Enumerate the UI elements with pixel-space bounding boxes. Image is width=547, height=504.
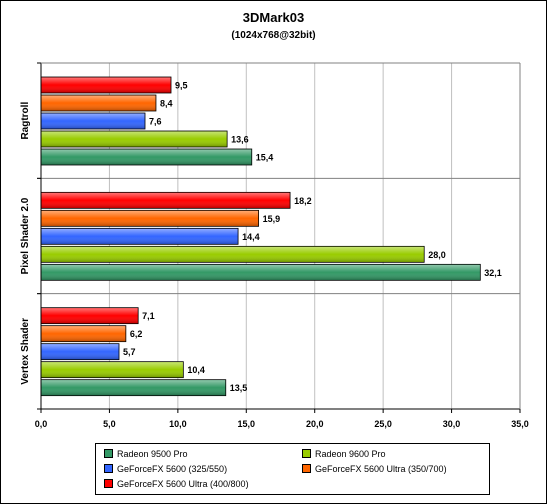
data-label: 32,1 xyxy=(484,268,502,278)
bar-shading xyxy=(41,192,290,208)
bar-shading xyxy=(41,210,259,226)
x-tick-label: 25,0 xyxy=(374,419,392,429)
bar-shading xyxy=(41,246,424,262)
legend-item: GeForceFX 5600 (325/550) xyxy=(104,463,227,475)
bar-shading xyxy=(41,344,119,360)
category-label: Pixel Shader 2.0 xyxy=(20,197,31,274)
bar-shading xyxy=(41,326,126,342)
data-label: 5,7 xyxy=(123,347,136,357)
legend-item: GeForceFX 5600 Ultra (350/700) xyxy=(302,463,447,475)
data-label: 15,9 xyxy=(263,214,281,224)
legend: Radeon 9500 Pro Radeon 9600 Pro GeForceF… xyxy=(95,443,490,495)
legend-label: GeForceFX 5600 (325/550) xyxy=(117,464,228,474)
data-label: 7,1 xyxy=(142,311,155,321)
x-tick-label: 20,0 xyxy=(306,419,324,429)
legend-swatch-icon xyxy=(104,449,113,459)
legend-swatch-icon xyxy=(302,449,311,459)
data-label: 9,5 xyxy=(175,81,188,91)
chart-subtitle: (1024x768@32bit) xyxy=(231,30,316,41)
data-label: 7,6 xyxy=(149,117,162,127)
data-label: 28,0 xyxy=(428,250,446,260)
legend-label: Radeon 9500 Pro xyxy=(117,449,188,459)
legend-swatch-icon xyxy=(302,464,311,474)
category-label: Ragtroll xyxy=(20,102,31,140)
legend-item: Radeon 9500 Pro xyxy=(104,448,188,460)
bar-shading xyxy=(41,308,138,324)
category-label: Vertex Shader xyxy=(20,318,31,385)
x-tick-label: 5,0 xyxy=(103,419,116,429)
legend-swatch-icon xyxy=(104,464,113,474)
legend-item: GeForceFX 5600 Ultra (400/800) xyxy=(104,478,249,490)
bar-shading xyxy=(41,95,156,111)
bar-shading xyxy=(41,228,238,244)
bar-shading xyxy=(41,380,226,396)
data-label: 8,4 xyxy=(160,99,173,109)
x-tick-label: 30,0 xyxy=(443,419,461,429)
legend-label: GeForceFX 5600 Ultra (400/800) xyxy=(117,479,249,489)
legend-item: Radeon 9600 Pro xyxy=(302,448,386,460)
legend-label: Radeon 9600 Pro xyxy=(315,449,386,459)
legend-label: GeForceFX 5600 Ultra (350/700) xyxy=(315,464,447,474)
x-tick-label: 15,0 xyxy=(238,419,256,429)
bar-shading xyxy=(41,264,480,280)
data-label: 10,4 xyxy=(187,365,205,375)
x-tick-label: 0,0 xyxy=(35,419,48,429)
x-tick-label: 35,0 xyxy=(511,419,529,429)
data-label: 6,2 xyxy=(130,329,143,339)
bar-shading xyxy=(41,77,171,93)
data-label: 13,5 xyxy=(230,383,248,393)
bar-shading xyxy=(41,113,145,129)
bar-shading xyxy=(41,149,252,165)
legend-swatch-icon xyxy=(104,479,113,489)
bar-shading xyxy=(41,362,183,378)
data-label: 15,4 xyxy=(256,153,274,163)
data-label: 14,4 xyxy=(242,232,260,242)
data-label: 18,2 xyxy=(294,196,312,206)
x-tick-label: 10,0 xyxy=(169,419,187,429)
bar-shading xyxy=(41,131,227,147)
chart-title: 3DMark03 xyxy=(242,10,305,25)
data-label: 13,6 xyxy=(231,135,249,145)
